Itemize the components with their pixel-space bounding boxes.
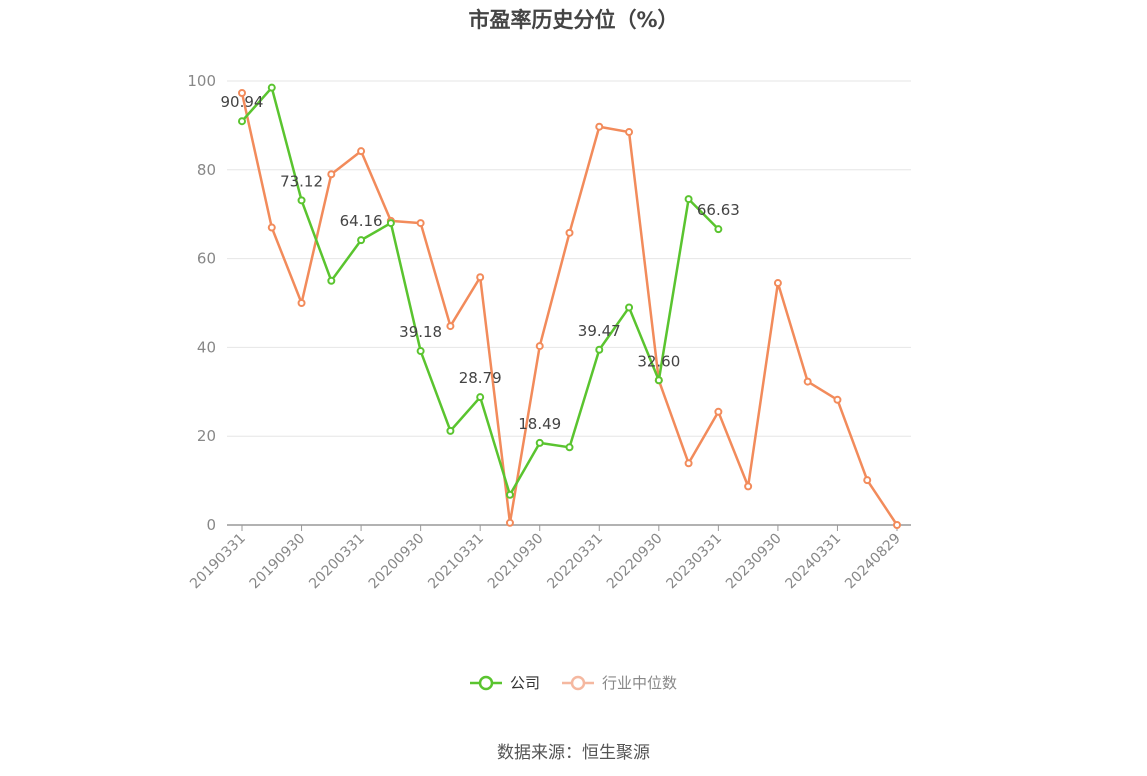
data-point-0 (625, 303, 634, 312)
label-layer: 90.94 73.12 64.16 39.18 28.79 18.49 39.47 32.60… (221, 93, 740, 433)
data-point-1 (684, 459, 693, 468)
legend-item-company[interactable]: 公司 (469, 672, 540, 693)
data-point-1 (327, 170, 336, 179)
data-point-1 (535, 342, 544, 351)
data-point-0 (357, 236, 366, 245)
data-point-1 (744, 482, 753, 491)
data-label: 66.63 (697, 201, 740, 219)
data-point-0 (476, 393, 485, 402)
y-tick-label: 80 (197, 161, 216, 179)
data-label: 39.18 (399, 323, 442, 341)
data-point-1 (595, 122, 604, 131)
legend-swatch-company-icon (469, 675, 502, 690)
data-point-1 (505, 518, 514, 527)
data-point-0 (684, 195, 693, 204)
y-tick-label: 20 (197, 427, 216, 445)
data-point-0 (654, 376, 663, 385)
data-point-0 (714, 225, 723, 234)
chart-title: 市盈率历史分位（%） (468, 8, 679, 32)
data-point-1 (893, 521, 901, 529)
series-layer (238, 83, 901, 529)
data-point-0 (327, 276, 336, 285)
y-tick-label: 100 (187, 72, 216, 90)
data-point-1 (565, 228, 574, 237)
data-label: 28.79 (459, 369, 502, 387)
x-tick-label: 20220331 (544, 531, 606, 593)
y-tick-label: 60 (197, 250, 216, 268)
x-tick-label: 20200930 (366, 531, 428, 593)
data-point-1 (357, 147, 366, 156)
x-tick-label: 20240829 (842, 531, 904, 593)
data-point-0 (386, 219, 395, 228)
data-point-1 (446, 322, 455, 331)
data-point-0 (267, 83, 276, 92)
data-point-1 (863, 476, 872, 485)
data-point-0 (565, 443, 574, 452)
data-point-0 (297, 196, 306, 205)
data-point-0 (595, 345, 604, 354)
y-tick-label: 40 (197, 338, 216, 356)
data-point-0 (416, 347, 425, 356)
data-point-1 (476, 273, 485, 282)
legend-item-industry[interactable]: 行业中位数 (562, 672, 677, 693)
data-point-1 (297, 299, 306, 307)
x-tick-label: 20240331 (783, 531, 845, 593)
x-tick-label: 20230930 (723, 531, 785, 593)
data-point-0 (238, 117, 246, 126)
legend-label-industry: 行业中位数 (602, 674, 678, 692)
x-tick-label: 20210930 (485, 531, 547, 593)
legend-label-company: 公司 (509, 674, 540, 692)
data-point-1 (416, 219, 425, 228)
legend-swatch-industry-icon (562, 675, 594, 690)
data-point-1 (803, 377, 812, 386)
x-tick-label: 20230331 (663, 531, 725, 593)
data-point-0 (535, 438, 544, 447)
data-label: 18.49 (518, 415, 561, 433)
grid-layer (227, 80, 911, 437)
data-point-1 (714, 407, 723, 416)
x-tick-label: 20190331 (187, 531, 249, 593)
data-point-0 (505, 490, 514, 499)
axis-layer: 0 20 40 60 80 100 2019033120190930202003312020… (187, 72, 911, 592)
x-tick-label: 20190930 (247, 531, 309, 593)
data-point-1 (238, 88, 246, 97)
x-tick-label: 20210331 (425, 531, 487, 593)
data-label: 73.12 (280, 172, 323, 190)
data-label: 39.47 (578, 322, 621, 340)
data-point-1 (625, 128, 634, 137)
data-label: 32.60 (637, 352, 680, 370)
data-point-1 (833, 395, 842, 404)
data-point-1 (267, 223, 276, 232)
x-tick-label: 20200331 (306, 531, 368, 593)
data-label: 64.16 (340, 212, 383, 230)
data-source: 数据来源：恒生聚源 (497, 743, 650, 763)
legend: 公司 行业中位数 (0, 672, 1147, 693)
data-label: 90.94 (221, 93, 264, 111)
data-point-0 (446, 426, 455, 435)
series-line-1 (240, 92, 899, 526)
y-tick-label: 0 (206, 516, 216, 534)
x-tick-label: 20220930 (604, 531, 666, 593)
data-point-1 (773, 279, 782, 288)
